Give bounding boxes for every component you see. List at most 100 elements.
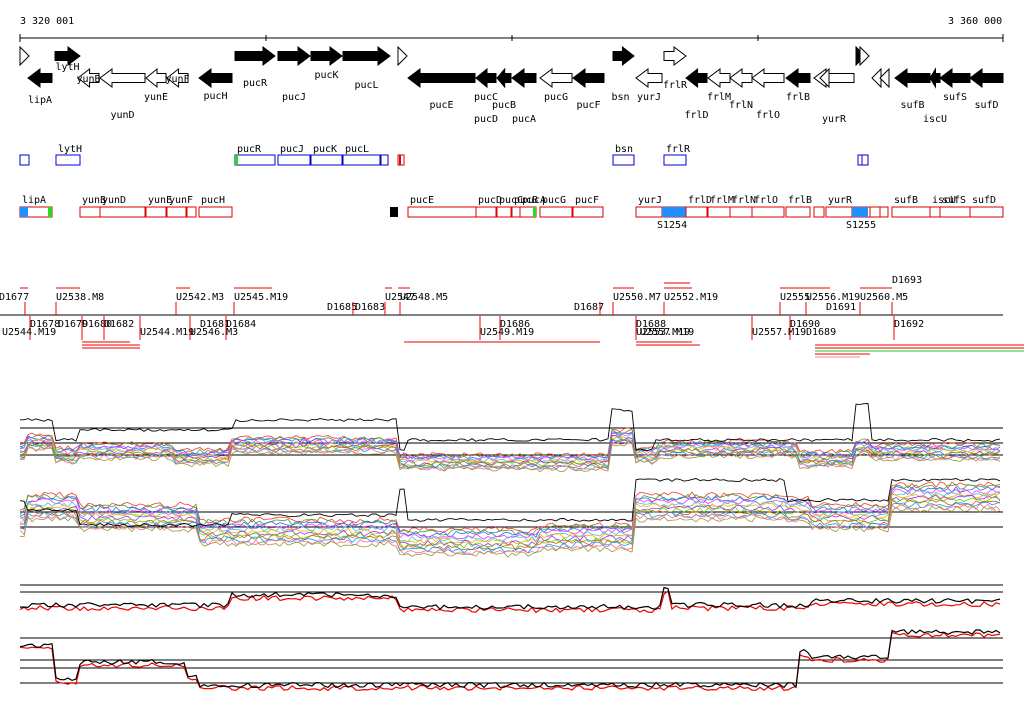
operon-label-sufD: sufD <box>972 195 996 206</box>
operon-label-pucH: pucH <box>201 195 225 206</box>
operon-label-pucA: pucA <box>522 195 546 206</box>
operon-terminator-mark <box>399 155 401 165</box>
expression-profile-line <box>19 431 1001 462</box>
gene-label-pucB: pucB <box>492 100 516 111</box>
tu-label-U2548.M5: U2548.M5 <box>400 292 448 303</box>
operon-box-yunB <box>79 206 101 218</box>
operon-label-frlM: frlM <box>710 195 734 206</box>
operon-box-pucK <box>310 154 343 166</box>
small-feature-arrow <box>819 67 830 89</box>
s-label-1: S1255 <box>846 220 876 231</box>
operon-box-pucR <box>234 154 276 166</box>
operon-box <box>19 154 30 166</box>
operon-label-pucE: pucE <box>410 195 434 206</box>
gene-arrow-sufS <box>939 68 971 88</box>
tu-label-U2555: U2555 <box>780 292 810 303</box>
operon-box-pucF <box>572 206 604 218</box>
gene-label-pucR: pucR <box>243 78 268 89</box>
tu-label-D1688: D1688 <box>636 319 666 330</box>
small-feature-arrow <box>19 45 30 67</box>
gene-label-pucL: pucL <box>355 80 379 91</box>
operon-box-yunD <box>99 206 146 218</box>
gene-arrow-frlB <box>785 68 811 88</box>
gene-arrow-pucF <box>572 68 605 88</box>
gene-label-lytH: lytH <box>56 62 80 73</box>
gene-arrow-pucH <box>198 68 233 88</box>
operon-box <box>813 206 825 218</box>
tu-label-U2538.M8: U2538.M8 <box>56 292 104 303</box>
operon-box-yunF <box>166 206 187 218</box>
operon-box-pucJ <box>277 154 311 166</box>
operon-label-yunE: yunE <box>148 195 172 206</box>
tu-label-D1685: D1685 <box>327 302 357 313</box>
operon-label-pucF: pucF <box>575 195 599 206</box>
gene-label-pucA: pucA <box>512 114 536 125</box>
gene-arrow-iscU <box>929 67 941 89</box>
tu-label-U2553.M19: U2553.M19 <box>636 327 690 338</box>
tu-label-U2550.M7: U2550.M7 <box>613 292 661 303</box>
gene-arrow-yunE <box>145 67 167 89</box>
signal-profile-line <box>19 629 1001 689</box>
gene-arrow-pucE <box>407 68 476 88</box>
tu-label-D1692: D1692 <box>894 319 924 330</box>
expression-profile-line <box>19 505 1001 558</box>
gene-arrow-pucC <box>475 67 497 89</box>
tu-label-U2549.M19: U2549.M19 <box>480 327 534 338</box>
operon-terminator-mark <box>235 155 238 165</box>
tu-label-U2556.M19: U2556.M19 <box>806 292 860 303</box>
tu-label-D1678: D1678 <box>30 319 60 330</box>
tu-label-D1689: D1689 <box>806 327 836 338</box>
operon-label-frlR: frlR <box>666 144 691 155</box>
gene-label-pucK: pucK <box>315 70 339 81</box>
gene-arrow-pucJ <box>277 46 311 66</box>
gene-label-yunB: yunB <box>77 74 101 85</box>
operon-label-lipA: lipA <box>22 195 46 206</box>
gene-arrow-frlM <box>707 68 731 88</box>
gene-label-frlM: frlM <box>707 92 731 103</box>
operon-box-black <box>390 207 398 217</box>
operon-fill-blue <box>662 207 686 217</box>
tu-label-U2544.M19: U2544.M19 <box>140 327 194 338</box>
operon-box-pucC <box>496 206 512 218</box>
operon-label-pucJ: pucJ <box>280 144 304 155</box>
tu-label-D1682: D1682 <box>104 319 134 330</box>
gene-label-pucC: pucC <box>474 92 498 103</box>
gene-arrow-lytH <box>54 46 81 66</box>
gene-arrow-pucK <box>310 46 343 66</box>
operon-label-yunD: yunD <box>102 195 126 206</box>
tu-label-U2547: U2547 <box>385 292 415 303</box>
gene-label-sufS: sufS <box>943 92 967 103</box>
gene-label-pucJ: pucJ <box>282 92 306 103</box>
gene-label-frlO: frlO <box>756 110 780 121</box>
operon-box <box>869 206 881 218</box>
expression-profile-line <box>19 440 1001 471</box>
tu-label-D1680: D1680 <box>82 319 112 330</box>
tu-label-D1687: D1687 <box>574 302 604 313</box>
operon-box-frlM <box>707 206 731 218</box>
tu-label-U2554: U2557.M19 <box>640 327 694 338</box>
operon-box-frlR <box>663 154 687 166</box>
operon-box-pucL <box>342 154 381 166</box>
operon-box-yunE <box>145 206 167 218</box>
operon-box-sufD <box>969 206 1004 218</box>
gene-label-sufB: sufB <box>901 100 925 111</box>
gene-label-yunE: yunE <box>144 92 168 103</box>
gene-label-pucE: pucE <box>430 100 454 111</box>
operon-box-frlB <box>785 206 811 218</box>
operon-fill-green <box>533 207 536 217</box>
operon-box <box>186 206 197 218</box>
tu-label-U2552.M19: U2552.M19 <box>664 292 718 303</box>
gene-label-pucH: pucH <box>204 91 228 102</box>
expression-profile-line <box>19 431 1001 461</box>
expression-profile-line <box>19 503 1001 555</box>
gene-arrow-frlO <box>751 68 785 88</box>
operon-label-yunB: yunB <box>82 195 106 206</box>
tu-label-U2560.M5: U2560.M5 <box>860 292 908 303</box>
operon-box-pucD <box>475 206 497 218</box>
expression-profile-line <box>19 481 1000 534</box>
gene-label-pucG: pucG <box>544 92 568 103</box>
expression-profile-line <box>19 477 1001 527</box>
coordinate-ruler: 3 320 001 3 360 000 <box>19 16 1004 42</box>
gene-arrow-sufD <box>969 68 1004 88</box>
